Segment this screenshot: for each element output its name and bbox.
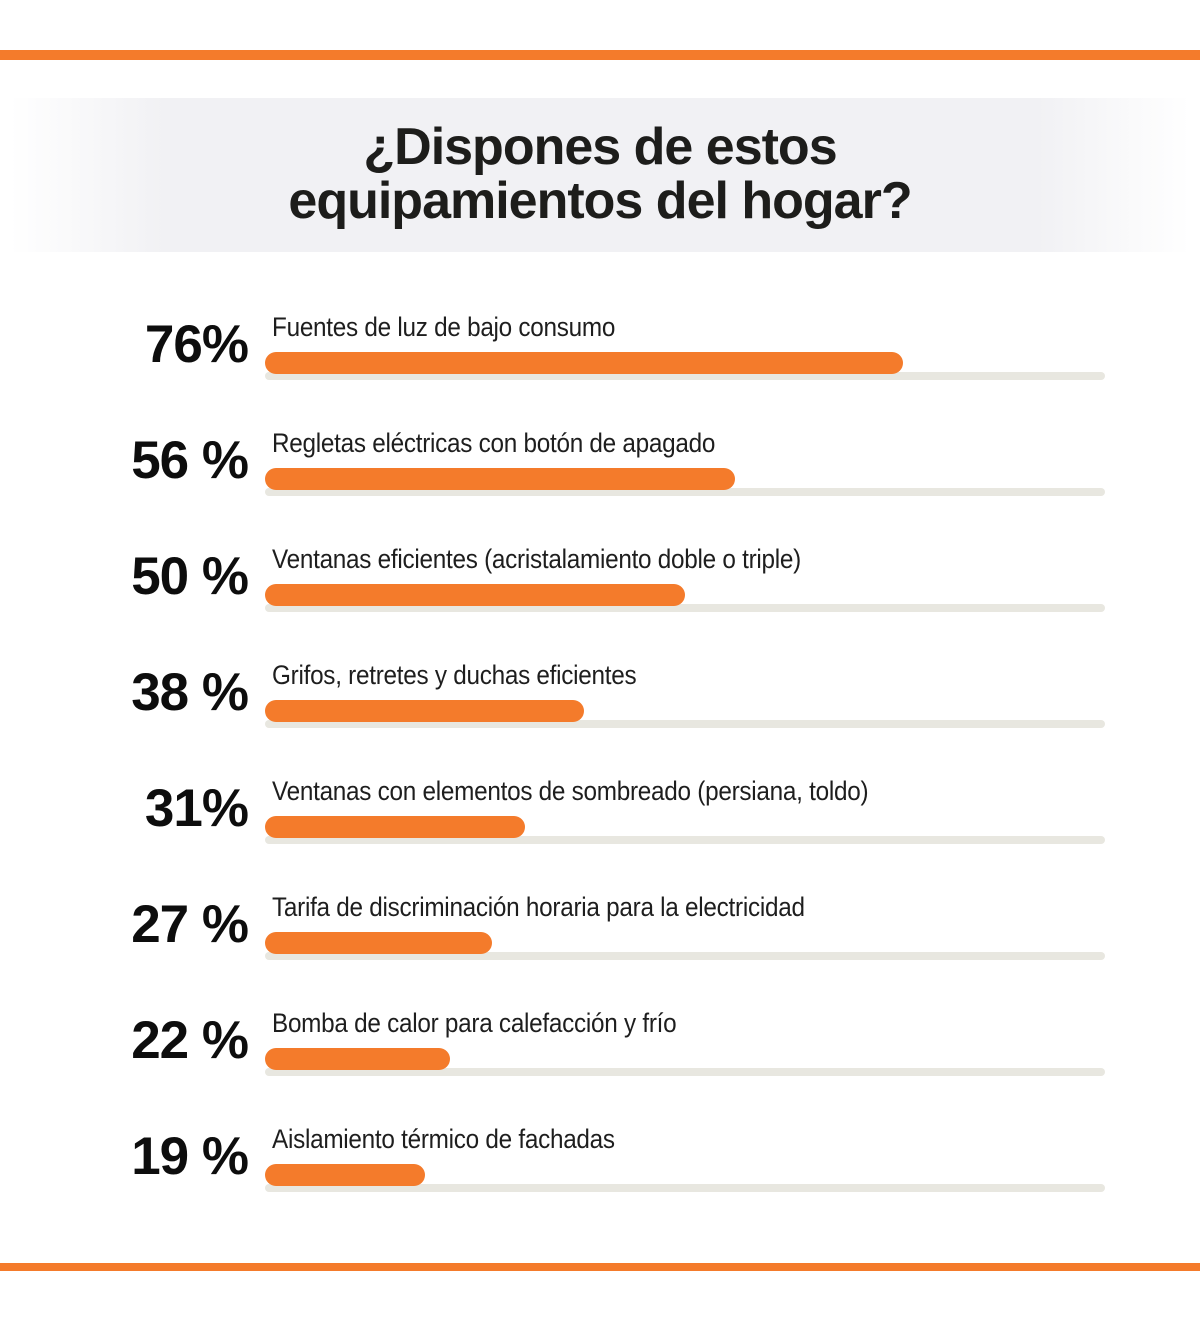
bar-track xyxy=(265,1184,1105,1192)
bar-track xyxy=(265,720,1105,728)
bar-wrap xyxy=(265,352,1105,380)
bar-wrap xyxy=(265,468,1105,496)
bar-track xyxy=(265,836,1105,844)
page-title-line2: equipamientos del hogar? xyxy=(288,172,912,230)
row-content: Fuentes de luz de bajo consumo xyxy=(265,310,1105,380)
bar-track xyxy=(265,952,1105,960)
bar-track xyxy=(265,604,1105,612)
bar-label: Bomba de calor para calefacción y frío xyxy=(272,1008,677,1038)
bar-track xyxy=(265,372,1105,380)
bar-fill xyxy=(265,700,585,722)
chart-row: 27 % Tarifa de discriminación horaria pa… xyxy=(0,890,1200,960)
bar-wrap xyxy=(265,1048,1105,1076)
title-band: ¿Dispones de estos equipamientos del hog… xyxy=(10,98,1190,252)
chart-row: 38 % Grifos, retretes y duchas eficiente… xyxy=(0,658,1200,728)
bar-label: Ventanas con elementos de sombreado (per… xyxy=(272,776,869,806)
percent-value: 56 % xyxy=(131,431,249,490)
bar-wrap xyxy=(265,700,1105,728)
bar-fill xyxy=(265,352,904,374)
bar-fill xyxy=(265,1164,425,1186)
chart-row: 56 % Regletas eléctricas con botón de ap… xyxy=(0,426,1200,496)
bar-wrap xyxy=(265,584,1105,612)
chart-row: 19 % Aislamiento térmico de fachadas xyxy=(0,1122,1200,1192)
page-title-line1: ¿Dispones de estos xyxy=(363,118,837,176)
bar-fill xyxy=(265,584,685,606)
bar-wrap xyxy=(265,1164,1105,1192)
chart-row: 76% Fuentes de luz de bajo consumo xyxy=(0,310,1200,380)
bar-track xyxy=(265,488,1105,496)
chart-row: 31% Ventanas con elementos de sombreado … xyxy=(0,774,1200,844)
percent-value: 27 % xyxy=(131,895,249,954)
row-content: Aislamiento térmico de fachadas xyxy=(265,1122,1105,1192)
percent-value: 19 % xyxy=(131,1127,249,1186)
chart-row: 50 % Ventanas eficientes (acristalamient… xyxy=(0,542,1200,612)
bar-label: Regletas eléctricas con botón de apagado xyxy=(272,428,716,458)
bar-fill xyxy=(265,1048,450,1070)
row-content: Ventanas con elementos de sombreado (per… xyxy=(265,774,1105,844)
percent-value: 50 % xyxy=(131,547,249,606)
chart-row: 22 % Bomba de calor para calefacción y f… xyxy=(0,1006,1200,1076)
row-content: Ventanas eficientes (acristalamiento dob… xyxy=(265,542,1105,612)
bar-label: Tarifa de discriminación horaria para la… xyxy=(272,892,805,922)
row-content: Grifos, retretes y duchas eficientes xyxy=(265,658,1105,728)
bar-label: Aislamiento térmico de fachadas xyxy=(272,1124,615,1154)
bar-label: Fuentes de luz de bajo consumo xyxy=(272,312,616,342)
percent-value: 22 % xyxy=(131,1011,249,1070)
bar-label: Grifos, retretes y duchas eficientes xyxy=(272,660,637,690)
percent-value: 76% xyxy=(144,315,249,374)
percent-value: 31% xyxy=(144,779,249,838)
bar-label: Ventanas eficientes (acristalamiento dob… xyxy=(272,544,801,574)
row-content: Bomba de calor para calefacción y frío xyxy=(265,1006,1105,1076)
percent-value: 38 % xyxy=(131,663,249,722)
row-content: Tarifa de discriminación horaria para la… xyxy=(265,890,1105,960)
bar-track xyxy=(265,1068,1105,1076)
top-divider-rule xyxy=(0,50,1200,60)
bar-fill xyxy=(265,468,736,490)
bar-fill xyxy=(265,816,526,838)
bar-wrap xyxy=(265,816,1105,844)
row-content: Regletas eléctricas con botón de apagado xyxy=(265,426,1105,496)
bottom-divider-rule xyxy=(0,1263,1200,1271)
bar-fill xyxy=(265,932,492,954)
bar-chart: 76% Fuentes de luz de bajo consumo 56 % … xyxy=(0,310,1200,1238)
bar-wrap xyxy=(265,932,1105,960)
